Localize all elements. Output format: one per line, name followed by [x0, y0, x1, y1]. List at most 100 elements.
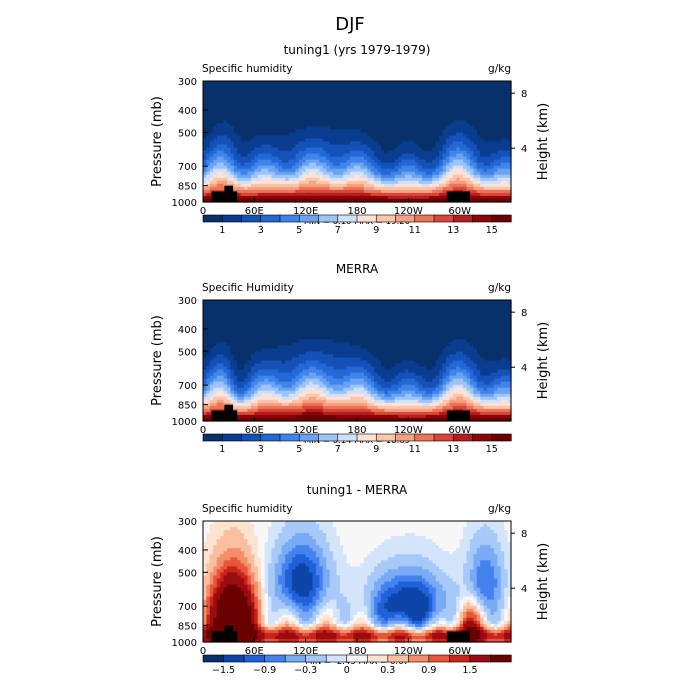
heatmap-cell: [261, 123, 266, 127]
heatmap-cell: [298, 147, 303, 152]
heatmap-cell: [326, 156, 331, 161]
heatmap-cell: [422, 189, 427, 194]
heatmap-cell: [370, 102, 375, 106]
heatmap-cell: [285, 177, 290, 182]
heatmap-cell: [285, 135, 290, 140]
heatmap-cell: [456, 177, 461, 182]
heatmap-cell: [473, 135, 478, 140]
heatmap-cell: [456, 156, 461, 161]
heatmap-cell: [463, 171, 468, 176]
heatmap-cell: [367, 189, 372, 194]
heatmap-cell: [298, 153, 303, 158]
heatmap-cell: [220, 102, 225, 106]
heatmap-cell: [425, 117, 430, 121]
heatmap-cell: [319, 192, 324, 197]
heatmap-cell: [507, 135, 512, 140]
heatmap-cell: [326, 180, 331, 185]
heatmap-cell: [377, 84, 382, 88]
heatmap-cell: [404, 189, 409, 194]
heatmap-cell: [425, 102, 430, 106]
heatmap-cell: [254, 90, 259, 94]
heatmap-cell: [439, 135, 444, 140]
heatmap-cell: [257, 189, 262, 194]
heatmap-cell: [507, 177, 512, 182]
heatmap-cell: [404, 129, 409, 134]
heatmap-cell: [497, 84, 502, 88]
heatmap-cell: [247, 105, 252, 109]
heatmap-cell: [329, 129, 334, 134]
heatmap-cell: [213, 99, 218, 103]
heatmap-cell: [411, 108, 416, 112]
heatmap-cell: [326, 132, 331, 137]
heatmap-cell: [343, 129, 348, 134]
heatmap-cell: [463, 168, 468, 173]
heatmap-cell: [473, 93, 478, 97]
heatmap-cell: [476, 114, 481, 118]
heatmap-cell: [456, 138, 461, 143]
heatmap-cell: [493, 150, 498, 155]
heatmap-cell: [220, 114, 225, 118]
heatmap-cell: [271, 195, 276, 200]
heatmap-cell: [360, 168, 365, 173]
heatmap-cell: [326, 81, 331, 85]
heatmap-cell: [309, 114, 314, 118]
heatmap-cell: [322, 147, 327, 152]
heatmap-cell: [367, 129, 372, 134]
heatmap-cell: [226, 93, 231, 97]
heatmap-cell: [401, 189, 406, 194]
heatmap-cell: [291, 192, 296, 197]
heatmap-cell: [387, 99, 392, 103]
heatmap-cell: [360, 144, 365, 149]
heatmap-cell: [274, 126, 279, 131]
heatmap-cell: [374, 111, 379, 115]
heatmap-cell: [237, 120, 242, 124]
heatmap-cell: [329, 99, 334, 103]
heatmap-cell: [203, 102, 208, 106]
heatmap-cell: [374, 183, 379, 188]
heatmap-cell: [439, 183, 444, 188]
heatmap-cell: [367, 87, 372, 91]
heatmap-cell: [329, 120, 334, 124]
heatmap-cell: [425, 81, 430, 85]
heatmap-cell: [203, 150, 208, 155]
heatmap-cell: [483, 132, 488, 137]
heatmap-cell: [261, 174, 266, 179]
heatmap-cell: [309, 105, 314, 109]
heatmap-cell: [264, 171, 269, 176]
heatmap-cell: [305, 117, 310, 121]
heatmap-cell: [220, 93, 225, 97]
heatmap-cell: [367, 117, 372, 121]
heatmap-cell: [333, 183, 338, 188]
heatmap-cell: [250, 117, 255, 121]
heatmap-cell: [384, 189, 389, 194]
heatmap-cell: [247, 165, 252, 170]
heatmap-cell: [346, 144, 351, 149]
heatmap-cell: [439, 141, 444, 146]
heatmap-cell: [432, 144, 437, 149]
heatmap-cell: [329, 135, 334, 140]
heatmap-cell: [237, 141, 242, 146]
heatmap-cell: [319, 150, 324, 155]
heatmap-cell: [254, 81, 259, 85]
heatmap-cell: [247, 99, 252, 103]
heatmap-cell: [326, 102, 331, 106]
heatmap-cell: [497, 141, 502, 146]
heatmap-cell: [247, 87, 252, 91]
heatmap-cell: [500, 150, 505, 155]
heatmap-cell: [343, 108, 348, 112]
heatmap-cell: [346, 96, 351, 100]
heatmap-cell: [418, 138, 423, 143]
heatmap-cell: [473, 99, 478, 103]
heatmap-cell: [469, 132, 474, 137]
heatmap-cell: [363, 126, 368, 131]
heatmap-cell: [264, 186, 269, 191]
heatmap-cell: [487, 120, 492, 124]
heatmap-cell: [439, 144, 444, 149]
heatmap-cell: [250, 90, 255, 94]
heatmap-cell: [250, 153, 255, 158]
heatmap-cell: [367, 81, 372, 85]
heatmap-cell: [230, 132, 235, 137]
heatmap-cell: [233, 102, 238, 106]
heatmap-cell: [271, 174, 276, 179]
heatmap-cell: [480, 183, 485, 188]
